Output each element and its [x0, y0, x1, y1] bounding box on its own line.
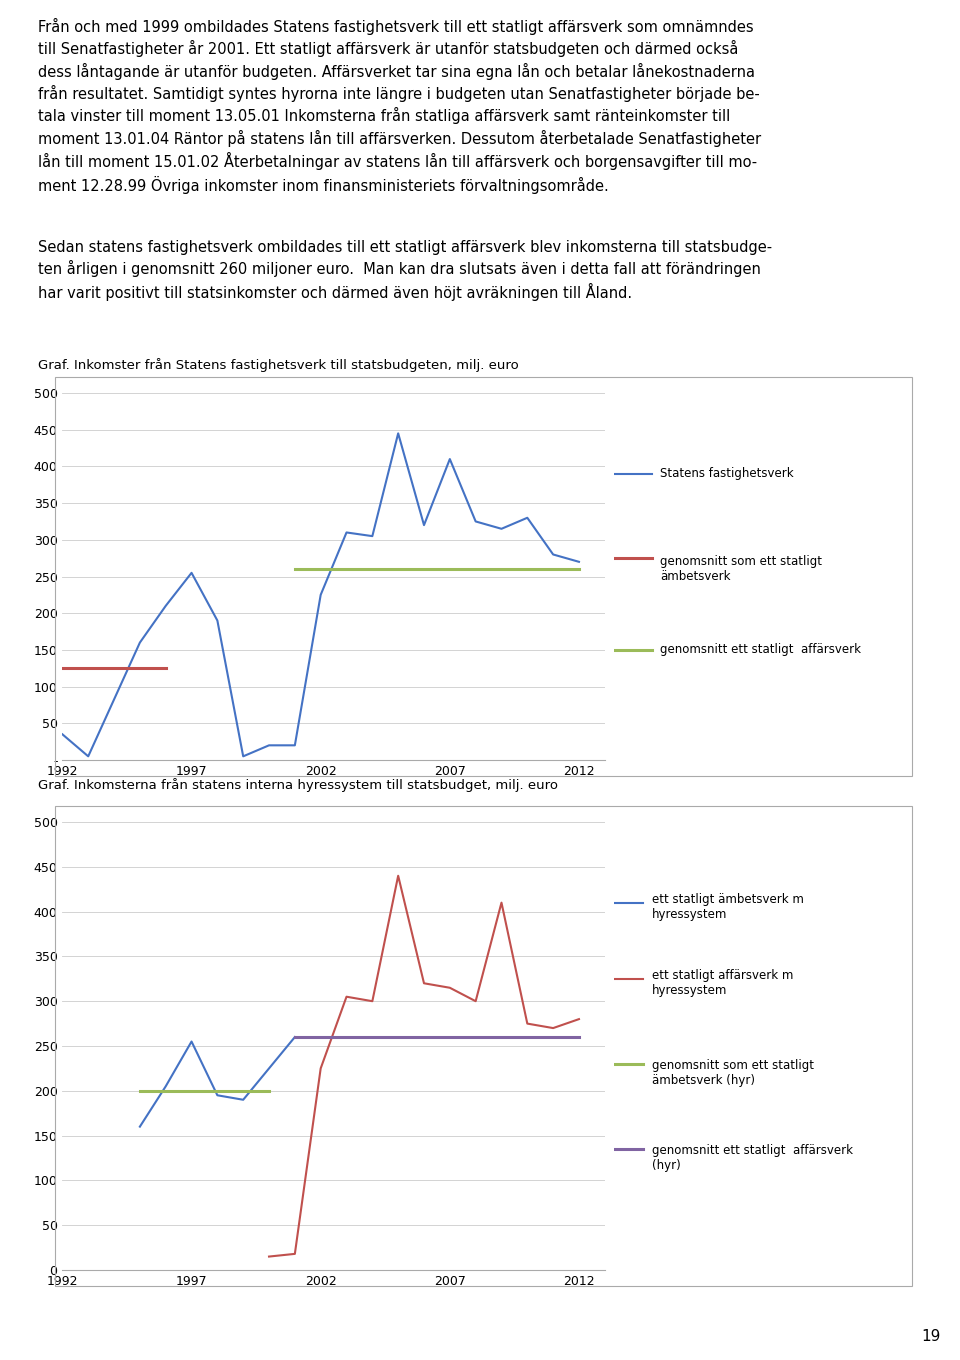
- Text: ett statligt affärsverk m
hyressystem: ett statligt affärsverk m hyressystem: [652, 970, 793, 997]
- Text: 19: 19: [922, 1329, 941, 1344]
- Text: genomsnitt ett statligt  affärsverk: genomsnitt ett statligt affärsverk: [660, 643, 861, 657]
- Text: genomsnitt som ett statligt
ämbetsverk: genomsnitt som ett statligt ämbetsverk: [660, 555, 823, 583]
- Text: Graf. Inkomsterna från statens interna hyressystem till statsbudget, milj. euro: Graf. Inkomsterna från statens interna h…: [38, 778, 559, 792]
- Text: Sedan statens fastighetsverk ombildades till ett statligt affärsverk blev inkoms: Sedan statens fastighetsverk ombildades …: [38, 239, 773, 301]
- Text: genomsnitt som ett statligt
ämbetsverk (hyr): genomsnitt som ett statligt ämbetsverk (…: [652, 1059, 814, 1087]
- Text: Statens fastighetsverk: Statens fastighetsverk: [660, 468, 794, 480]
- Text: genomsnitt ett statligt  affärsverk
(hyr): genomsnitt ett statligt affärsverk (hyr): [652, 1144, 852, 1172]
- Text: Från och med 1999 ombildades Statens fastighetsverk till ett statligt affärsverk: Från och med 1999 ombildades Statens fas…: [38, 18, 761, 194]
- Text: ett statligt ämbetsverk m
hyressystem: ett statligt ämbetsverk m hyressystem: [652, 894, 804, 921]
- Text: Graf. Inkomster från Statens fastighetsverk till statsbudgeten, milj. euro: Graf. Inkomster från Statens fastighetsv…: [38, 358, 519, 373]
